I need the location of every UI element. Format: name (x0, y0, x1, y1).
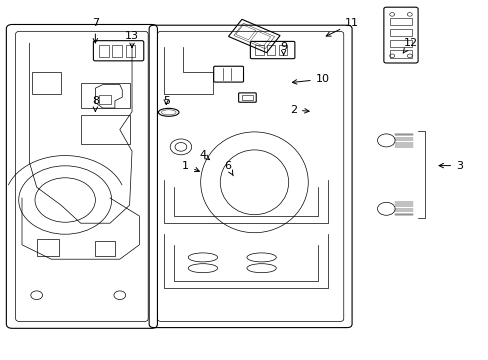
Text: 1: 1 (182, 161, 199, 172)
Text: 4: 4 (199, 150, 209, 160)
Bar (389, 29, 411, 36)
Text: 10: 10 (292, 74, 329, 84)
Text: 13: 13 (125, 31, 139, 48)
Bar (389, 18, 411, 25)
Bar (241, 95, 253, 100)
Bar (37, 239, 59, 256)
Text: 8: 8 (92, 96, 99, 112)
Bar (389, 50, 411, 58)
Bar (255, 45, 263, 55)
Text: 11: 11 (325, 18, 358, 36)
Text: 12: 12 (402, 38, 417, 53)
Bar (112, 45, 122, 57)
Bar (81, 83, 129, 108)
Text: 5: 5 (163, 96, 169, 106)
Text: 2: 2 (289, 105, 308, 115)
Text: 9: 9 (280, 42, 286, 55)
Bar (32, 72, 61, 94)
Text: 3: 3 (438, 161, 462, 171)
Bar (389, 40, 411, 47)
Bar (266, 45, 275, 55)
Text: 7: 7 (92, 18, 99, 43)
Bar (81, 115, 129, 144)
Bar (278, 45, 286, 55)
Bar (125, 45, 135, 57)
Text: 6: 6 (224, 161, 233, 176)
Bar (99, 45, 109, 57)
Bar (95, 241, 115, 256)
Bar (99, 95, 111, 104)
